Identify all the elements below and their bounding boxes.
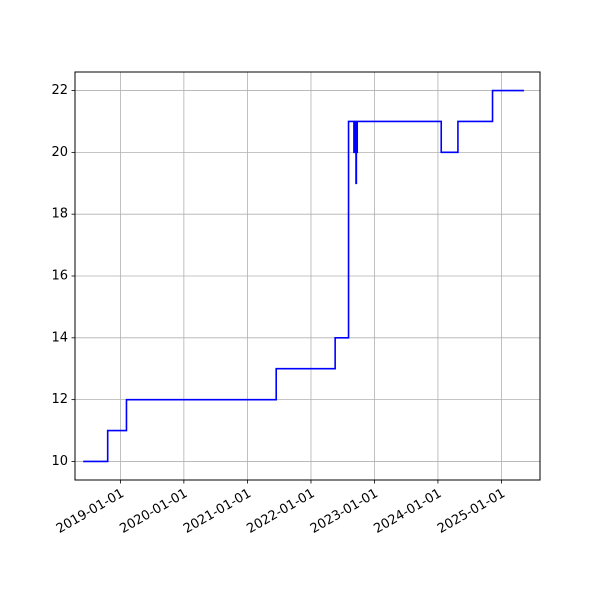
y-tick-label: 20 xyxy=(51,145,68,160)
series-layer xyxy=(83,89,524,463)
y-tick-label: 10 xyxy=(51,454,68,469)
y-axis: 10 12 14 16 18 20 22 xyxy=(51,83,75,469)
y-tick-label: 12 xyxy=(51,392,68,407)
y-tick-label: 16 xyxy=(51,269,68,284)
y-tick-label: 22 xyxy=(51,83,68,98)
series-line-0 xyxy=(83,89,524,463)
y-tick-label: 14 xyxy=(51,330,68,345)
y-tick-label: 18 xyxy=(51,207,68,222)
